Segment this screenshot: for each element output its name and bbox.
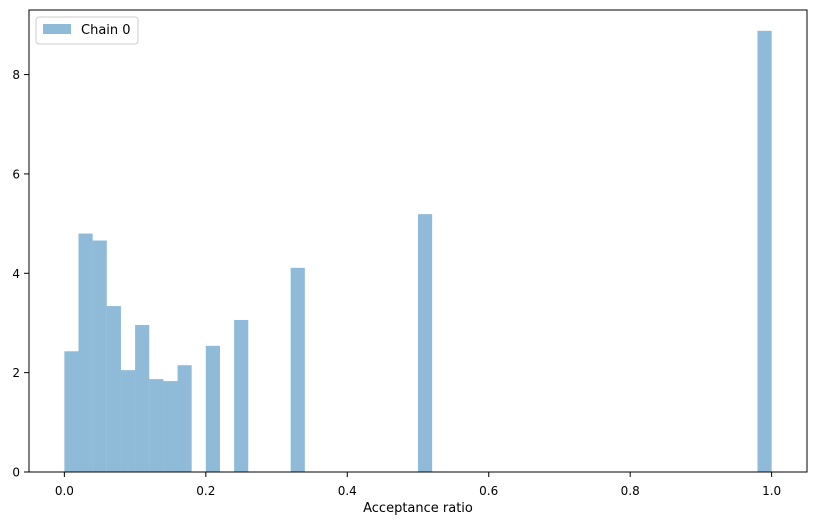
- histogram-bar: [149, 379, 164, 472]
- histogram-bar: [120, 370, 136, 472]
- plot-frame: [28, 9, 808, 473]
- histogram-bar: [205, 345, 220, 472]
- y-tick-label: 8: [12, 68, 20, 82]
- x-tick-label: 0.4: [338, 484, 357, 498]
- y-tick-label: 0: [12, 466, 20, 480]
- histogram-bar: [92, 240, 107, 472]
- histogram-bar: [418, 214, 433, 473]
- y-tick-label: 6: [12, 167, 20, 181]
- histogram-bar: [135, 324, 150, 472]
- y-axis-ticks: 0 2 4 6 8: [12, 68, 29, 480]
- bars-layer: [64, 30, 772, 473]
- x-tick-label: 0.8: [621, 484, 640, 498]
- x-tick-label: 0.0: [55, 484, 74, 498]
- histogram-bar: [177, 365, 192, 472]
- legend-frame: [35, 16, 139, 45]
- histogram-bar: [106, 306, 121, 472]
- legend: Chain 0: [35, 16, 139, 45]
- histogram-bar: [78, 233, 93, 472]
- x-tick-label: 0.2: [196, 484, 215, 498]
- y-tick-label: 4: [12, 267, 20, 281]
- x-tick-label: 1.0: [762, 484, 781, 498]
- histogram-bar: [234, 319, 249, 472]
- legend-label-chain-0: Chain 0: [81, 23, 131, 38]
- x-axis-label: Acceptance ratio: [363, 501, 473, 516]
- histogram-bar: [163, 381, 178, 472]
- histogram-bar: [64, 351, 79, 472]
- y-tick-label: 2: [12, 366, 20, 380]
- histogram-bar: [757, 30, 772, 473]
- x-tick-label: 0.6: [479, 484, 498, 498]
- histogram-bar: [290, 267, 305, 472]
- x-axis-ticks: 0.0 0.2 0.4 0.6 0.8 1.0: [55, 472, 781, 498]
- legend-swatch-chain-0: [43, 24, 71, 34]
